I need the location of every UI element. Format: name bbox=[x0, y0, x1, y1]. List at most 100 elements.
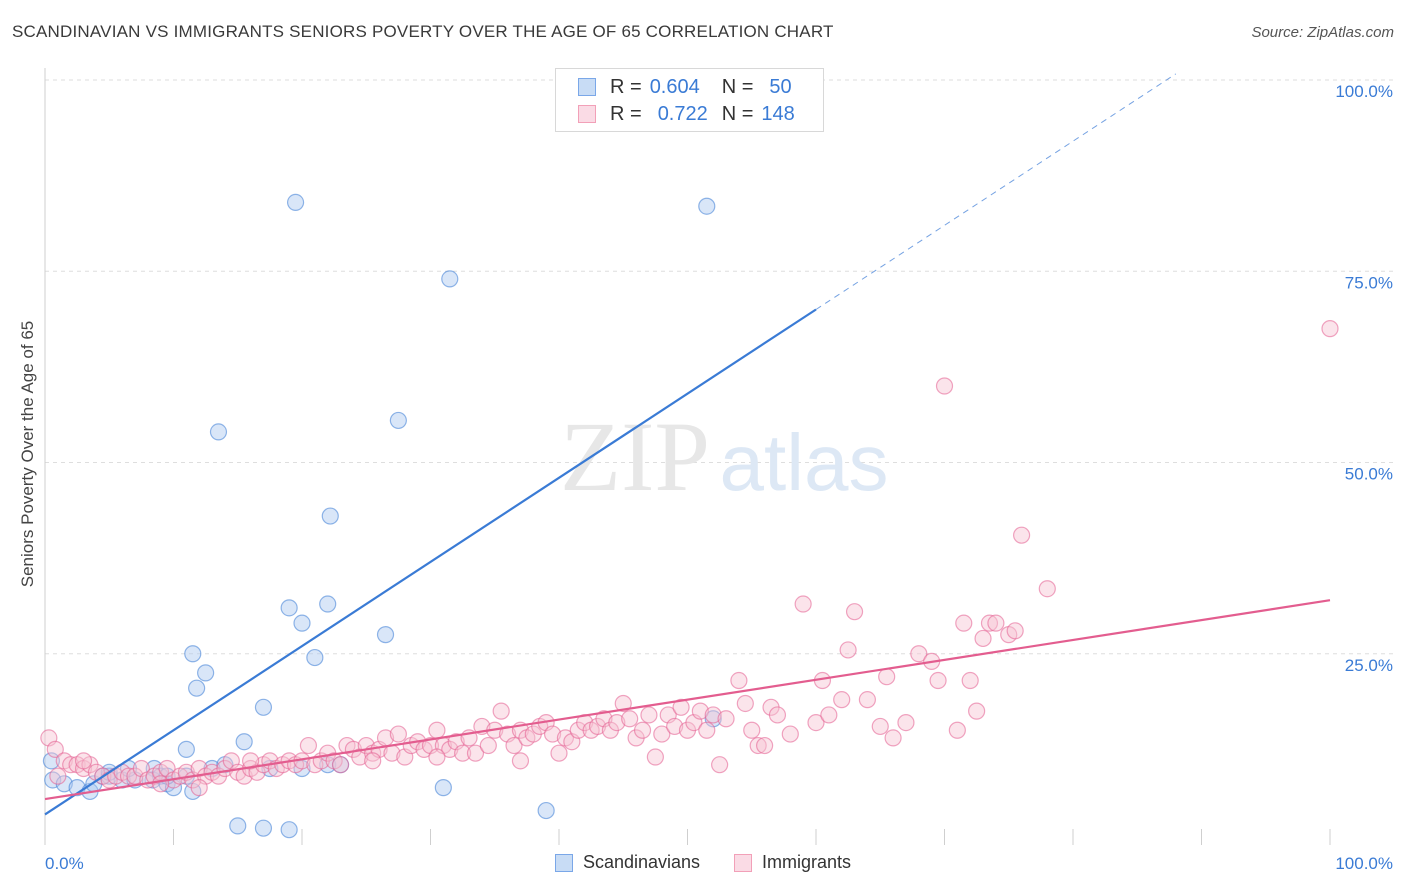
point-scandinavians bbox=[254, 819, 273, 837]
point-scandinavians bbox=[286, 193, 305, 211]
point-immigrants bbox=[1038, 580, 1056, 598]
stats-n-label: N = bbox=[721, 75, 754, 98]
point-scandinavians bbox=[254, 698, 273, 716]
point-immigrants bbox=[839, 641, 857, 659]
point-immigrants bbox=[730, 671, 748, 690]
legend-label-scandinavians: Scandinavians bbox=[582, 852, 701, 872]
point-immigrants bbox=[640, 706, 658, 724]
point-immigrants bbox=[1321, 320, 1339, 338]
trendline-extension-scandinavians bbox=[815, 73, 1177, 310]
point-scandinavians bbox=[537, 801, 555, 820]
point-scandinavians bbox=[441, 270, 459, 288]
point-scandinavians bbox=[235, 733, 253, 751]
source-label: Source: ZipAtlas.com bbox=[1251, 24, 1394, 41]
point-scandinavians bbox=[280, 599, 298, 617]
point-immigrants bbox=[505, 736, 523, 755]
point-immigrants bbox=[704, 706, 722, 724]
y-tick-label: 100.0% bbox=[1335, 82, 1393, 101]
stats-n-value: 148 bbox=[761, 102, 795, 125]
point-scandinavians bbox=[280, 821, 298, 839]
point-scandinavians bbox=[100, 767, 118, 785]
point-immigrants bbox=[768, 706, 787, 724]
point-immigrants bbox=[858, 691, 877, 709]
watermark-atlas: atlas bbox=[720, 418, 889, 507]
point-scandinavians bbox=[229, 817, 247, 835]
watermark-zip: ZIP bbox=[560, 401, 710, 512]
stats-box: R = 0.604 N = 50 R = 0.722 N = 148 bbox=[555, 68, 824, 132]
point-scandinavians bbox=[184, 645, 202, 663]
stats-r-label: R = bbox=[610, 102, 642, 125]
y-axis-label: Seniors Poverty Over the Age of 65 bbox=[18, 320, 37, 588]
point-immigrants bbox=[550, 744, 568, 762]
point-immigrants bbox=[331, 756, 350, 774]
point-immigrants bbox=[49, 767, 67, 785]
trendline-immigrants bbox=[44, 599, 1331, 801]
stats-row-scandinavians: R = 0.604 N = 50 bbox=[578, 75, 792, 99]
x-tick-label: 100.0% bbox=[1335, 854, 1393, 873]
point-scandinavians bbox=[209, 423, 228, 441]
point-immigrants bbox=[190, 779, 208, 797]
point-immigrants bbox=[794, 595, 812, 613]
point-immigrants bbox=[845, 603, 864, 621]
point-immigrants bbox=[466, 744, 485, 762]
stats-r-value: 0.604 bbox=[649, 75, 700, 98]
point-immigrants bbox=[968, 702, 986, 720]
stats-r-value: 0.722 bbox=[657, 102, 708, 125]
point-immigrants bbox=[242, 752, 260, 770]
point-immigrants bbox=[1006, 622, 1024, 640]
point-immigrants bbox=[428, 721, 446, 739]
point-immigrants bbox=[299, 736, 318, 755]
point-scandinavians bbox=[293, 614, 311, 632]
point-immigrants bbox=[479, 736, 497, 755]
point-immigrants bbox=[807, 713, 825, 732]
point-immigrants bbox=[961, 671, 979, 690]
legend-item-immigrants[interactable]: Immigrants bbox=[734, 852, 851, 873]
point-immigrants bbox=[653, 725, 671, 743]
point-immigrants bbox=[897, 713, 915, 732]
point-immigrants bbox=[749, 736, 767, 755]
point-scandinavians bbox=[321, 507, 339, 525]
point-immigrants bbox=[935, 377, 954, 395]
trendline-scandinavians bbox=[44, 308, 817, 816]
point-immigrants bbox=[543, 725, 562, 743]
point-immigrants bbox=[833, 691, 851, 709]
stats-row-immigrants: R = 0.722 N = 148 bbox=[578, 102, 795, 126]
y-tick-label: 25.0% bbox=[1345, 656, 1393, 675]
point-immigrants bbox=[608, 713, 626, 732]
point-scandinavians bbox=[389, 411, 407, 430]
point-immigrants bbox=[621, 710, 639, 728]
point-immigrants bbox=[980, 614, 999, 632]
point-scandinavians bbox=[319, 595, 337, 613]
point-immigrants bbox=[871, 717, 889, 736]
point-immigrants bbox=[987, 614, 1005, 632]
point-immigrants bbox=[781, 725, 799, 743]
point-scandinavians bbox=[376, 626, 395, 644]
point-immigrants bbox=[614, 694, 632, 713]
point-immigrants bbox=[736, 694, 754, 713]
point-immigrants bbox=[1012, 526, 1031, 544]
chart-legend: Scandinavians Immigrants bbox=[0, 852, 1406, 873]
point-scandinavians bbox=[434, 779, 452, 797]
stats-n-label: N = bbox=[721, 102, 754, 125]
point-scandinavians bbox=[197, 664, 215, 682]
point-scandinavians bbox=[306, 648, 324, 667]
point-immigrants bbox=[389, 725, 407, 743]
point-scandinavians bbox=[188, 679, 206, 697]
legend-item-scandinavians[interactable]: Scandinavians bbox=[554, 852, 701, 873]
point-immigrants bbox=[743, 721, 761, 739]
point-immigrants bbox=[454, 744, 472, 762]
stats-swatch-scandinavians bbox=[578, 78, 596, 96]
point-immigrants bbox=[974, 629, 992, 648]
point-immigrants bbox=[910, 645, 928, 663]
point-immigrants bbox=[691, 702, 709, 720]
point-immigrants bbox=[955, 614, 973, 632]
stats-swatch-immigrants bbox=[578, 105, 596, 123]
point-scandinavians bbox=[177, 740, 195, 758]
point-immigrants bbox=[428, 748, 446, 766]
point-immigrants bbox=[878, 668, 896, 686]
x-tick-label: 0.0% bbox=[45, 854, 84, 873]
point-immigrants bbox=[646, 748, 664, 766]
stats-n-value: 50 bbox=[769, 75, 792, 98]
point-immigrants bbox=[755, 736, 774, 755]
